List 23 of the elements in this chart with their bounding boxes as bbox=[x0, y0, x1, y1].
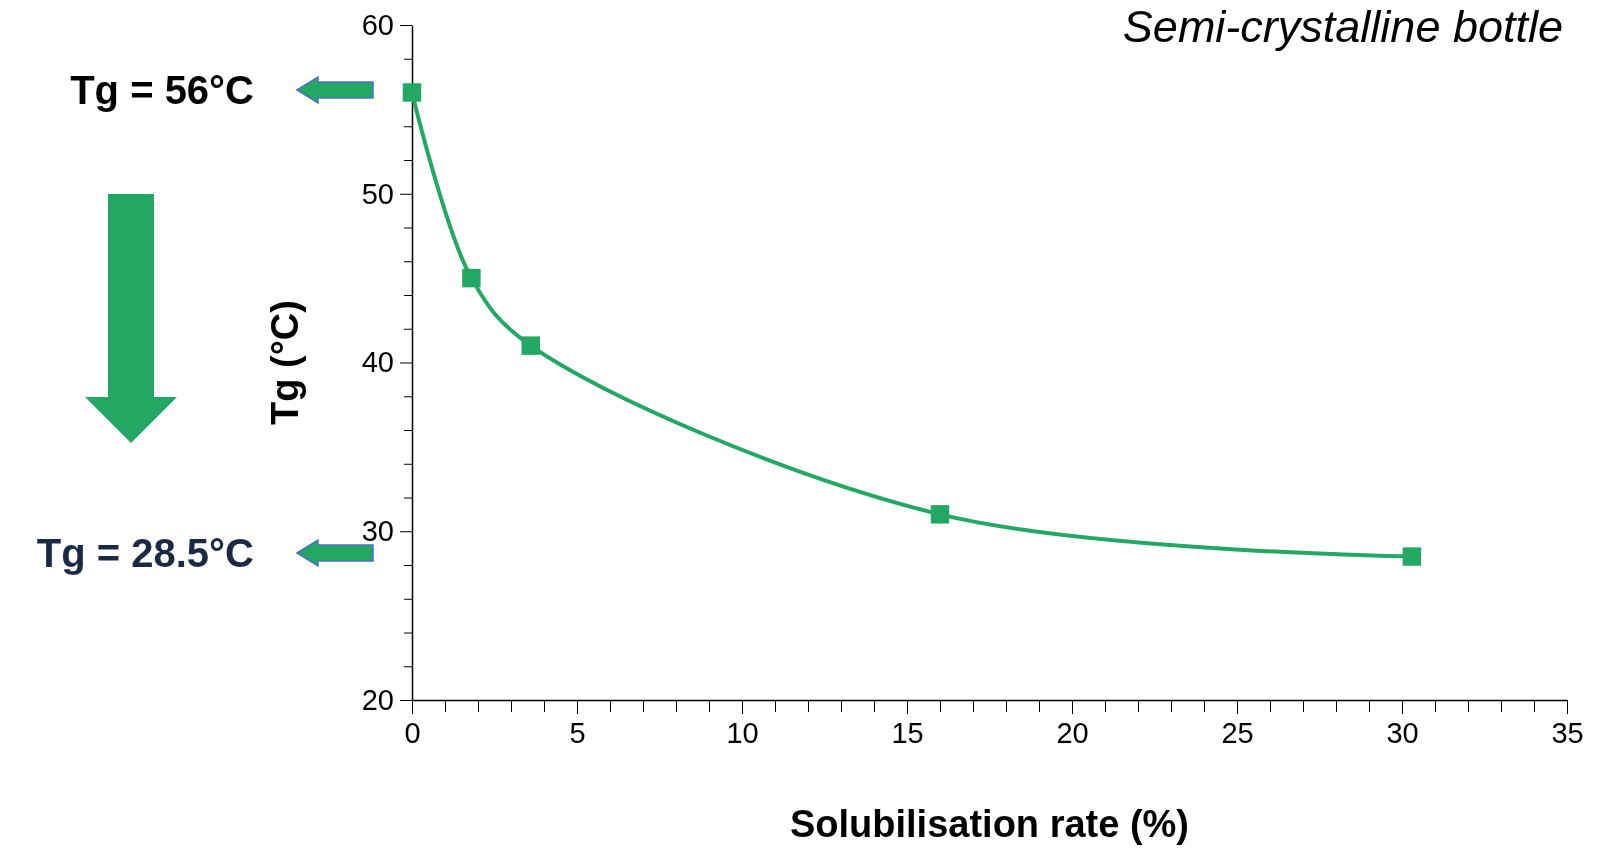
text: Tg = 56°C bbox=[70, 68, 254, 112]
x-axis-title: Solubilisation rate (%) bbox=[789, 803, 1190, 845]
text: Tg = 28.5°C bbox=[36, 531, 254, 575]
x-tick-label: 35 bbox=[1551, 716, 1584, 749]
point bbox=[1402, 547, 1422, 566]
point bbox=[930, 505, 950, 524]
y-tick-label: 60 bbox=[361, 8, 394, 41]
x-tick-label: 5 bbox=[569, 716, 586, 749]
x-tick-label: 0 bbox=[404, 716, 421, 749]
x-tick-label: 20 bbox=[1056, 716, 1089, 749]
y-tick-label: 50 bbox=[361, 177, 394, 210]
y-axis-title: Tg (°C) bbox=[264, 300, 306, 425]
y-tick-label: 20 bbox=[361, 683, 394, 716]
point bbox=[462, 268, 481, 288]
x-tick-label: 25 bbox=[1221, 716, 1254, 749]
x-tick-label: 15 bbox=[891, 716, 924, 749]
x-tick-label: 30 bbox=[1386, 716, 1419, 749]
y-tick-label: 40 bbox=[361, 346, 394, 379]
point bbox=[521, 336, 541, 355]
y-tick-label: 30 bbox=[361, 515, 394, 548]
chart-title: Semi-crystalline bottle bbox=[1122, 1, 1563, 52]
x-tick-label: 10 bbox=[726, 716, 759, 749]
point bbox=[402, 83, 422, 102]
